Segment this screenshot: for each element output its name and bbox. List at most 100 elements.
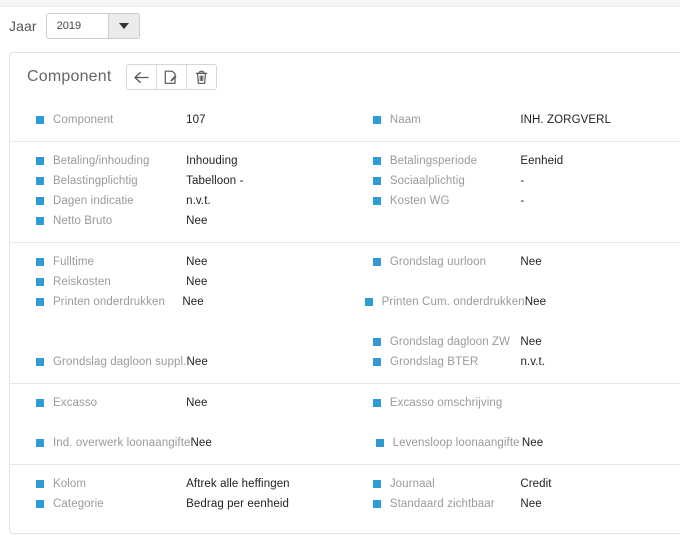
year-filter-bar: Jaar 2019 [0,7,680,45]
bullet-icon [372,258,381,266]
field-label: Belastingplichtig [27,175,186,187]
field-label: Grondslag dagloon suppl. [27,356,186,368]
field-label: Betalingsperiode [364,155,520,167]
field-value: n.v.t. [186,195,364,207]
field-value: Nee [186,276,364,288]
field-label: Grondslag dagloon ZW [364,336,520,348]
bullet-icon [372,480,381,488]
bullet-icon [36,439,44,447]
field-label: Sociaalplichtig [364,175,520,187]
edit-button[interactable] [156,65,187,89]
field-label-text: Grondslag dagloon suppl. [53,356,187,368]
bullet-icon [372,500,381,508]
field-value-text: Tabelloon - [186,175,244,187]
field-value: Nee [186,397,364,409]
year-filter-label: Jaar [9,18,37,34]
field-label: Dagen indicatie [27,195,186,207]
field-label: Printen Cum. onderdrukken [356,296,525,308]
detail-row: Belastingplichtig Tabelloon - Sociaalpli… [27,171,680,191]
field-value-text: Nee [186,215,208,227]
bullet-icon [36,298,44,306]
bullet-icon [372,177,381,185]
field-label: Grondslag uurloon [364,256,520,268]
field-value: - [520,175,680,187]
delete-button[interactable] [186,65,216,89]
bullet-icon [36,278,44,286]
field-value: Eenheid [520,155,680,167]
year-select-toggle[interactable] [107,14,139,38]
field-label-text: Categorie [53,498,104,510]
field-label-text: Journaal [389,478,435,490]
section-classification: Kolom Aftrek alle heffingen Journaal Cre… [10,464,680,525]
field-value-text: Nee [186,397,208,409]
detail-row: Reiskosten Nee [27,272,680,292]
detail-row: Grondslag dagloon suppl. Nee Grondslag B… [27,352,680,372]
field-value: n.v.t. [520,356,680,368]
page-title: Component [27,68,112,85]
field-label: Ind. overwerk loonaangifte [27,437,191,449]
field-label-text: Belastingplichtig [53,175,138,187]
field-value: - [520,195,680,207]
field-label-text: Grondslag uurloon [389,256,487,268]
field-value-text: Credit [520,478,552,490]
field-value: Nee [182,296,355,308]
field-label-text: Levensloop loonaangifte [392,437,520,449]
year-select[interactable]: 2019 [45,13,140,39]
field-value: Nee [520,498,680,510]
bullet-icon [36,197,44,205]
component-detail-card: Component [9,52,680,534]
field-value: Tabelloon - [186,175,364,187]
detail-row: Dagen indicatie n.v.t. Kosten WG - [27,191,680,211]
bullet-icon [36,116,44,124]
field-value-text: Nee [520,498,542,510]
field-label-text: Component [53,114,114,126]
field-label: Levensloop loonaangifte [367,437,522,449]
field-label: Kosten WG [364,195,520,207]
detail-row: Grondslag dagloon ZW Nee [27,332,680,352]
field-value-text: - [520,175,525,187]
field-label-text: Excasso omschrijving [389,397,503,409]
field-value-text: 107 [186,114,206,126]
detail-row: Component 107 Naam INH. ZORGVERL [27,110,680,130]
section-basis-properties: Fulltime Nee Grondslag uurloon Nee [10,242,680,383]
field-value: Bedrag per eenheid [186,498,364,510]
field-value: Nee [186,356,364,368]
bullet-icon [372,116,381,124]
detail-row: Netto Bruto Nee [27,211,680,231]
bullet-icon [372,399,381,407]
field-value: Nee [186,256,364,268]
detail-row: Kolom Aftrek alle heffingen Journaal Cre… [27,474,680,494]
trash-icon [195,70,207,84]
bullet-icon [372,197,381,205]
field-label-text: Betaling/inhouding [53,155,150,167]
bullet-icon [36,358,44,366]
field-value: Nee [191,437,367,449]
document-edit-icon [164,70,177,84]
field-label-text: Dagen indicatie [53,195,134,207]
field-label-text: Printen onderdrukken [53,296,165,308]
field-value-text: Eenheid [520,155,564,167]
field-value-text: Nee [186,276,208,288]
bullet-icon [36,500,44,508]
field-label-text: Betalingsperiode [389,155,478,167]
detail-row: Categorie Bedrag per eenheid Standaard z… [27,494,680,514]
field-label: Component [27,114,186,126]
field-label: Categorie [27,498,186,510]
field-value-text: Nee [186,256,208,268]
bullet-icon [372,157,381,165]
year-select-value[interactable]: 2019 [46,14,108,38]
field-value: Nee [186,215,364,227]
detail-row-spacer [27,312,680,332]
bullet-icon [364,298,373,306]
back-button[interactable] [126,65,157,89]
field-label: Excasso omschrijving [364,397,520,409]
field-value-text: Nee [521,437,544,449]
field-value: Nee [522,437,680,449]
bullet-icon [36,480,44,488]
field-value-text: INH. ZORGVERL [520,114,612,126]
detail-row-spacer [27,413,680,433]
field-label: Printen onderdrukken [27,296,182,308]
field-label-text: Ind. overwerk loonaangifte [53,437,191,449]
bullet-icon [36,177,44,185]
field-value-text: Aftrek alle heffingen [186,478,290,490]
